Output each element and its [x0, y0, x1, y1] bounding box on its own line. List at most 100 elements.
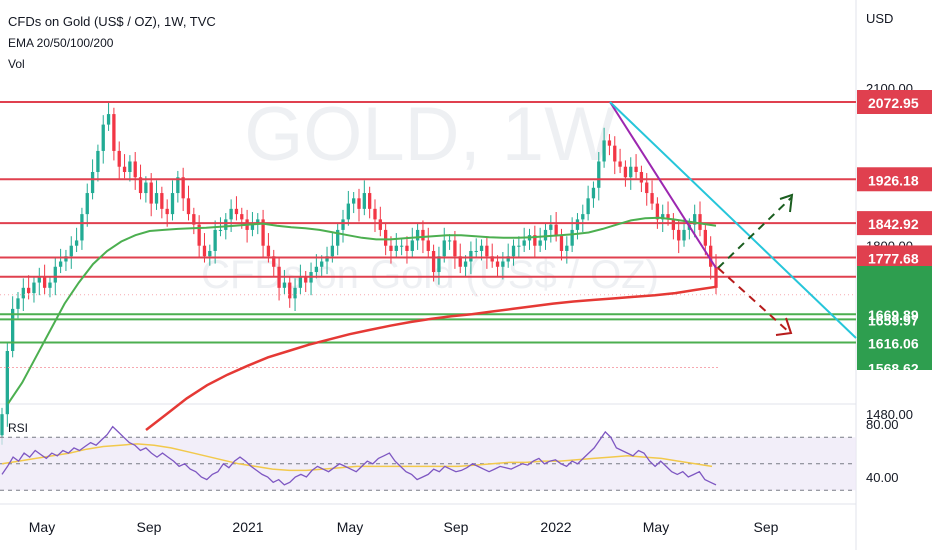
rsi-ma-line[interactable] — [1, 443, 713, 472]
candle-body[interactable] — [69, 245, 73, 257]
candle-body[interactable] — [90, 171, 95, 194]
candle-body[interactable] — [11, 308, 15, 352]
candle-body[interactable] — [613, 145, 617, 162]
candle-body[interactable] — [538, 240, 542, 246]
candle-body[interactable] — [272, 256, 276, 267]
candle-body[interactable] — [74, 240, 79, 246]
candle-body[interactable] — [490, 256, 494, 262]
candle-body[interactable] — [522, 240, 526, 246]
candle-body[interactable] — [48, 282, 52, 288]
candle-body[interactable] — [186, 198, 191, 215]
candle-body[interactable] — [469, 250, 473, 262]
candle-body[interactable] — [634, 166, 638, 172]
candle-body[interactable] — [645, 182, 649, 194]
candle-body[interactable] — [0, 414, 4, 436]
rsi-pane[interactable] — [0, 425, 856, 491]
candle-body[interactable] — [192, 214, 196, 225]
candle-body[interactable] — [234, 208, 239, 215]
candle-body[interactable] — [53, 266, 57, 283]
candle-body[interactable] — [703, 229, 707, 246]
candle-body[interactable] — [138, 177, 143, 194]
candle-body[interactable] — [671, 219, 676, 230]
candle-body[interactable] — [117, 150, 121, 167]
candle-body[interactable] — [266, 245, 271, 257]
candle-body[interactable] — [112, 114, 116, 151]
projection-up-arrow[interactable] — [717, 196, 793, 269]
candle-body[interactable] — [554, 224, 558, 236]
resistance-level-label-bg[interactable] — [857, 167, 932, 192]
resistance-level-label[interactable]: 1777.68 — [868, 250, 919, 266]
candle-body[interactable] — [373, 208, 377, 220]
support-level-label[interactable]: 1659.97 — [868, 312, 919, 328]
candle-body[interactable] — [682, 229, 686, 241]
support-level-label[interactable]: 1669.89 — [868, 307, 919, 323]
candle-body[interactable] — [122, 166, 127, 172]
candle-body[interactable] — [357, 198, 361, 209]
candle-body[interactable] — [229, 208, 233, 220]
candle-body[interactable] — [5, 351, 9, 415]
candle-body[interactable] — [506, 256, 510, 262]
candle-body[interactable] — [154, 193, 159, 204]
candle-body[interactable] — [341, 219, 345, 230]
candle-body[interactable] — [474, 250, 478, 252]
candle-body[interactable] — [250, 224, 255, 230]
candle-body[interactable] — [543, 229, 548, 241]
price-axis[interactable]: 1480.001800.002100.002072.951926.181842.… — [857, 81, 932, 485]
candle-body[interactable] — [698, 214, 702, 230]
candle-body[interactable] — [293, 287, 297, 299]
rsi-label[interactable]: RSI — [8, 421, 28, 435]
candle-body[interactable] — [80, 214, 84, 241]
candle-body[interactable] — [176, 177, 180, 194]
trendline-purple[interactable] — [609, 101, 717, 269]
candle-body[interactable] — [581, 214, 585, 220]
candle-body[interactable] — [559, 235, 564, 251]
resistance-level-label[interactable]: 1842.92 — [868, 216, 919, 232]
candle-body[interactable] — [453, 240, 457, 257]
candle-body[interactable] — [101, 124, 105, 151]
candle-body[interactable] — [618, 161, 622, 167]
candle-body[interactable] — [144, 182, 148, 194]
candle-body[interactable] — [320, 261, 324, 267]
candle-body[interactable] — [42, 277, 47, 288]
candle-body[interactable] — [304, 277, 308, 283]
candle-body[interactable] — [479, 245, 484, 251]
candle-body[interactable] — [26, 287, 31, 294]
candle-body[interactable] — [623, 166, 628, 178]
candle-body[interactable] — [64, 256, 68, 262]
candle-body[interactable] — [511, 245, 516, 257]
candle-body[interactable] — [58, 261, 63, 267]
candle-body[interactable] — [352, 198, 356, 204]
candle-body[interactable] — [160, 193, 164, 209]
indicator-label[interactable]: EMA 20/50/100/200 — [8, 36, 114, 50]
candle-body[interactable] — [378, 219, 382, 230]
resistance-level-label[interactable]: 2072.95 — [868, 95, 919, 111]
candle-body[interactable] — [240, 214, 244, 220]
candle-body[interactable] — [224, 219, 228, 230]
candle-body[interactable] — [655, 203, 660, 220]
candle-body[interactable] — [639, 171, 644, 183]
candle-body[interactable] — [586, 198, 590, 215]
candle-body[interactable] — [362, 193, 366, 209]
candle-body[interactable] — [170, 193, 175, 215]
candle-body[interactable] — [133, 161, 137, 178]
candle-body[interactable] — [106, 114, 111, 125]
resistance-level-label-bg[interactable] — [857, 211, 932, 236]
candle-body[interactable] — [431, 250, 436, 273]
candle-body[interactable] — [570, 229, 574, 246]
candle-body[interactable] — [298, 277, 303, 288]
candle-body[interactable] — [85, 193, 89, 215]
candle-body[interactable] — [410, 240, 414, 251]
projection-down-arrow[interactable] — [717, 267, 791, 334]
candle-body[interactable] — [282, 282, 287, 288]
candle-body[interactable] — [288, 282, 292, 299]
candle-body[interactable] — [96, 150, 100, 172]
candle-body[interactable] — [666, 214, 670, 220]
time-axis[interactable]: May Sep 2021 May Sep 2022 May Sep — [29, 519, 779, 535]
candle-body[interactable] — [346, 203, 350, 220]
candle-body[interactable] — [549, 224, 553, 230]
candle-body[interactable] — [149, 182, 153, 204]
candle-body[interactable] — [314, 266, 319, 273]
candle-body[interactable] — [591, 187, 596, 199]
candle-body[interactable] — [602, 140, 606, 162]
candle-body[interactable] — [485, 245, 489, 257]
